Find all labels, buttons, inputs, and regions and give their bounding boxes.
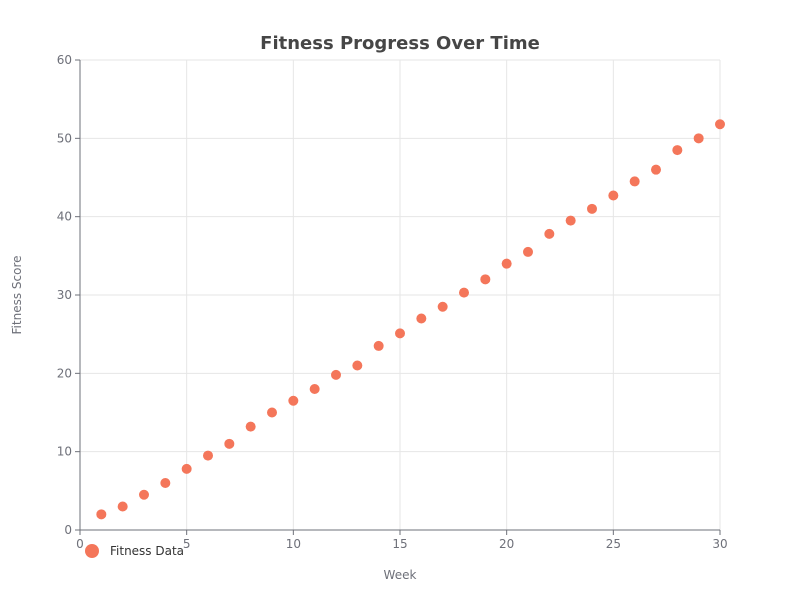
data-point[interactable] (373, 340, 384, 351)
data-point[interactable] (672, 145, 683, 156)
data-point[interactable] (117, 501, 128, 512)
y-tick-label: 50 (57, 131, 72, 145)
data-point[interactable] (395, 328, 405, 339)
x-tick-label: 10 (286, 537, 301, 551)
x-tick-label: 20 (499, 537, 514, 551)
data-point[interactable] (96, 509, 107, 520)
x-tick-label: 15 (392, 537, 407, 551)
ticks-layer: 0 5 10 15 20 25 30 0 10 20 30 40 50 60 (57, 53, 728, 551)
x-axis-label: Week (384, 568, 417, 582)
y-tick-label: 30 (57, 288, 72, 302)
x-tick-label: 30 (712, 537, 727, 551)
y-tick-label: 40 (57, 210, 72, 224)
data-point[interactable] (224, 438, 235, 449)
x-tick-label: 25 (606, 537, 621, 551)
x-tick-label: 0 (76, 537, 84, 551)
data-point[interactable] (459, 287, 469, 298)
data-point[interactable] (267, 407, 277, 418)
data-point[interactable] (587, 203, 597, 214)
grid-layer (80, 59, 721, 530)
x-tick-label: 5 (183, 537, 191, 551)
points-layer (96, 119, 725, 520)
data-point[interactable] (651, 164, 661, 175)
data-point[interactable] (160, 478, 171, 488)
data-point[interactable] (181, 463, 192, 474)
data-point[interactable] (416, 313, 427, 324)
data-point[interactable] (501, 258, 512, 269)
data-point[interactable] (245, 421, 256, 432)
legend[interactable]: Fitness Data (85, 544, 184, 558)
data-point[interactable] (715, 119, 725, 130)
y-tick-label: 20 (57, 366, 72, 380)
data-point[interactable] (565, 215, 576, 226)
data-point[interactable] (203, 450, 213, 461)
data-point[interactable] (309, 384, 320, 394)
y-tick-label: 60 (57, 53, 72, 67)
y-tick-label: 10 (57, 445, 72, 459)
y-axis-label: Fitness Score (10, 256, 24, 335)
data-point[interactable] (629, 176, 640, 187)
data-point[interactable] (331, 369, 341, 380)
data-point[interactable] (139, 489, 149, 500)
data-point[interactable] (693, 133, 704, 144)
data-point[interactable] (288, 395, 299, 406)
legend-marker-fitness-data (85, 544, 99, 558)
data-point[interactable] (352, 360, 363, 371)
data-point[interactable] (523, 246, 533, 257)
y-tick-label: 0 (64, 523, 72, 537)
data-point[interactable] (437, 301, 448, 312)
data-point[interactable] (608, 190, 619, 201)
chart-title: Fitness Progress Over Time (260, 33, 540, 54)
legend-label-fitness-data: Fitness Data (110, 544, 184, 558)
data-point[interactable] (480, 274, 491, 285)
data-point[interactable] (544, 228, 555, 239)
